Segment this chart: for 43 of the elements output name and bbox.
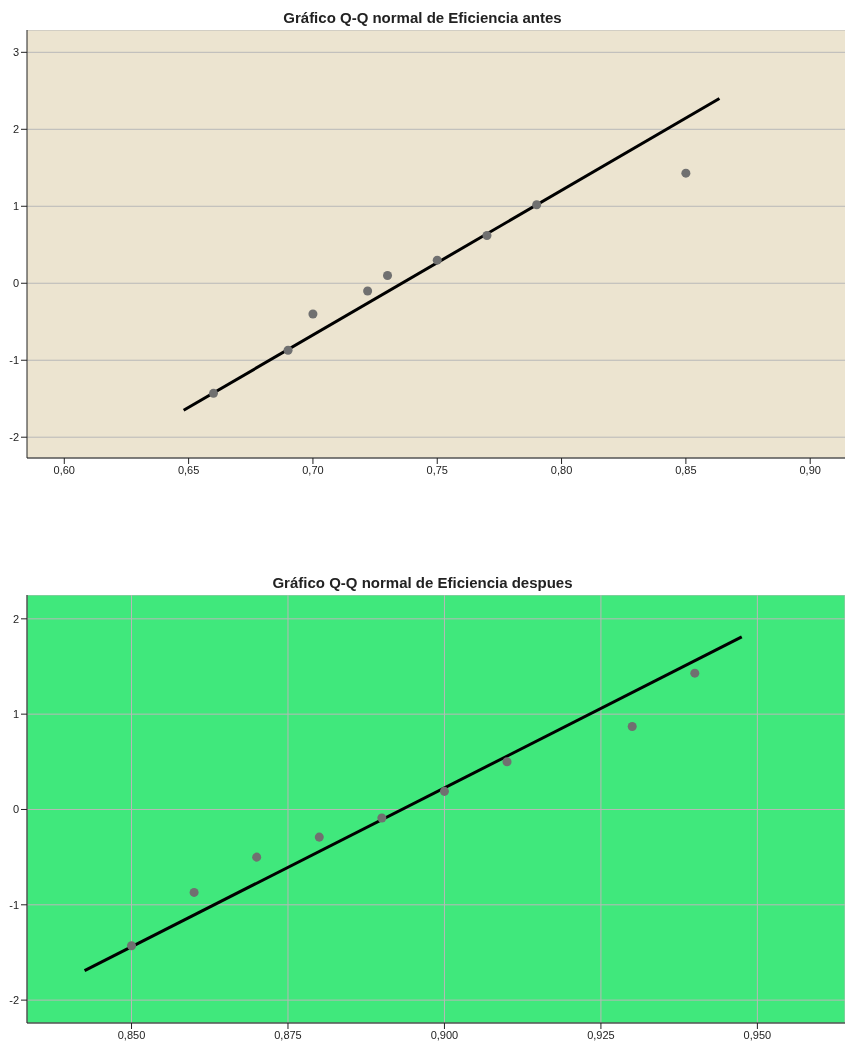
x-tick-label: 0,875 xyxy=(274,1028,302,1041)
point xyxy=(383,271,393,281)
x-tick-label: 0,925 xyxy=(587,1028,615,1041)
y-tick-label: -2 xyxy=(9,431,19,444)
point xyxy=(252,852,262,862)
point xyxy=(363,286,373,296)
y-tick-label: 0 xyxy=(12,803,19,816)
y-tick-label: -2 xyxy=(9,994,19,1007)
x-tick-label: 0,850 xyxy=(117,1028,146,1041)
x-tick-label: 0,950 xyxy=(743,1028,772,1041)
y-tick-label: 2 xyxy=(12,123,19,136)
point xyxy=(189,887,199,897)
point xyxy=(681,168,691,178)
point xyxy=(208,388,218,398)
x-tick-label: 0,60 xyxy=(53,463,76,476)
point xyxy=(283,345,293,355)
point xyxy=(377,813,387,823)
point xyxy=(314,832,324,842)
x-tick-label: 0,75 xyxy=(426,463,448,476)
y-tick-label: 1 xyxy=(12,200,19,213)
y-tick-label: 3 xyxy=(12,46,19,59)
y-tick-label: -1 xyxy=(9,354,19,367)
point xyxy=(127,941,137,951)
x-tick-label: 0,65 xyxy=(177,463,200,476)
y-tick-label: 0 xyxy=(12,277,19,290)
y-tick-label: 1 xyxy=(12,708,19,721)
chart-title: Gráfico Q-Q normal de Eficiencia antes xyxy=(282,8,563,28)
point xyxy=(482,231,492,241)
point xyxy=(690,668,700,678)
x-tick-label: 0,900 xyxy=(430,1028,459,1041)
point xyxy=(439,786,449,796)
point xyxy=(432,255,442,265)
x-tick-label: 0,80 xyxy=(550,463,573,476)
y-tick-label: 2 xyxy=(12,612,19,625)
point xyxy=(627,722,637,732)
point xyxy=(308,309,318,319)
x-tick-label: 0,70 xyxy=(302,463,324,476)
point xyxy=(502,757,512,767)
point xyxy=(532,200,542,210)
x-tick-label: 0,85 xyxy=(675,463,697,476)
x-tick-label: 0,90 xyxy=(799,463,821,476)
y-tick-label: -1 xyxy=(9,898,19,911)
chart-title: Gráfico Q-Q normal de Eficiencia despues xyxy=(271,573,574,593)
